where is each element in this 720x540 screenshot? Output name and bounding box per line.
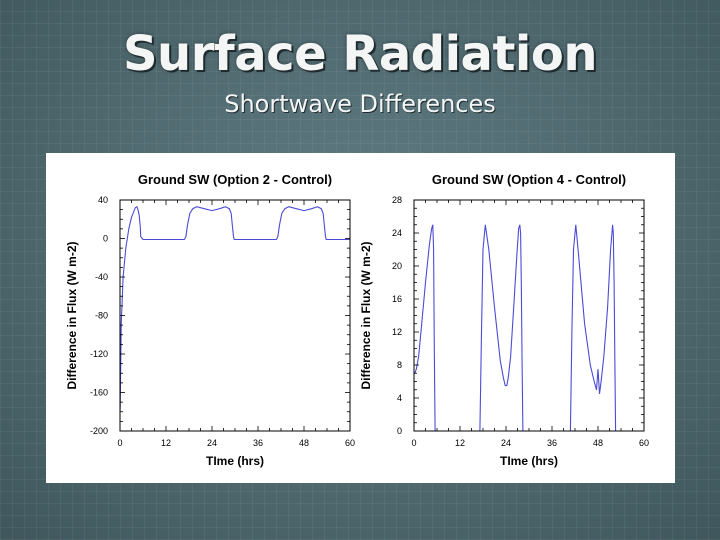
x-tick-label: 24 xyxy=(207,438,217,448)
x-tick-label: 12 xyxy=(161,438,171,448)
plot-frame-2 xyxy=(413,199,645,432)
y-tick-label: 28 xyxy=(392,195,402,205)
y-tick-label: 4 xyxy=(397,393,402,403)
chart-title-1: Ground SW (Option 2 - Control) xyxy=(138,172,332,187)
y-tick-label: 8 xyxy=(397,360,402,370)
series-line-2-1 xyxy=(414,224,617,431)
y-tick-label: 12 xyxy=(392,327,402,337)
slide-subtitle: Shortwave Differences xyxy=(224,90,496,118)
x-tick-label: 0 xyxy=(117,438,122,448)
figure-panel: Ground SW (Option 2 - Control) 0 12 24 36 48 6… xyxy=(46,153,675,483)
x-tick-label: 48 xyxy=(593,438,603,448)
y-tick-label: 20 xyxy=(392,261,402,271)
chart-title-2: Ground SW (Option 4 - Control) xyxy=(432,172,626,187)
slide-title: Surface Radiation xyxy=(122,26,598,82)
y-tick-label: 0 xyxy=(103,234,108,244)
y-tick-label: -200 xyxy=(90,426,108,436)
x-axis-label-2: TIme (hrs) xyxy=(500,454,558,468)
y-tick-label: -40 xyxy=(95,272,108,282)
x-axis-label-1: TIme (hrs) xyxy=(206,454,264,468)
y-tick-label: -120 xyxy=(90,349,108,359)
y-tick-label: -80 xyxy=(95,311,108,321)
x-tick-label: 36 xyxy=(253,438,263,448)
y-axis-label-1: Difference in Flux (W m-2) xyxy=(65,241,79,389)
x-tick-label: 0 xyxy=(411,438,416,448)
y-tick-label: -160 xyxy=(90,388,108,398)
y-tick-label: 24 xyxy=(392,228,402,238)
x-tick-label: 24 xyxy=(501,438,511,448)
x-tick-label: 60 xyxy=(639,438,649,448)
y-tick-label: 40 xyxy=(98,195,108,205)
x-tick-label: 36 xyxy=(547,438,557,448)
y-tick-label: 0 xyxy=(397,426,402,436)
y-axis-label-2: Difference in Flux (W m-2) xyxy=(359,241,373,389)
plot-frame-1 xyxy=(119,199,351,432)
series-line-1-1 xyxy=(120,205,350,412)
x-tick-label: 60 xyxy=(345,438,355,448)
charts-svg: Ground SW (Option 2 - Control)0 12 24 36 48 6… xyxy=(65,172,649,468)
y-tick-label: 16 xyxy=(392,294,402,304)
x-tick-label: 12 xyxy=(455,438,465,448)
x-tick-label: 48 xyxy=(299,438,309,448)
